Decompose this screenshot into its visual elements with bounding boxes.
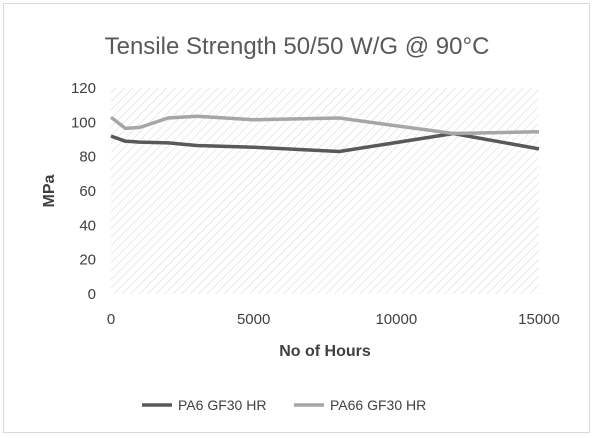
x-tick-label: 0	[107, 311, 115, 328]
y-tick-label: 120	[71, 80, 96, 97]
y-tick-label: 60	[79, 183, 96, 200]
y-axis-label: MPa	[41, 174, 58, 207]
y-tick-label: 20	[79, 252, 96, 269]
y-tick-label: 40	[79, 217, 96, 234]
x-tick-label: 5000	[237, 311, 270, 328]
y-tick-label: 0	[88, 286, 96, 303]
y-tick-label: 100	[71, 114, 96, 131]
legend: PA6 GF30 HR PA66 GF30 HR	[142, 397, 426, 413]
series-line-1	[110, 131, 540, 154]
x-tick-label: 15000	[518, 311, 560, 328]
y-tick-labels: 0 20 40 60 80 100 120	[71, 80, 96, 303]
series-lines	[109, 114, 540, 154]
legend-label: PA6 GF30 HR	[178, 397, 266, 413]
x-tick-labels: 0 5000 10000 15000	[107, 311, 560, 328]
plot-area	[111, 88, 539, 294]
chart-title: Tensile Strength 50/50 W/G @ 90°C	[105, 33, 490, 60]
series-line-2	[109, 114, 540, 136]
legend-label: PA66 GF30 HR	[330, 397, 426, 413]
y-tick-label: 80	[79, 149, 96, 166]
x-axis-label: No of Hours	[279, 343, 371, 360]
x-tick-label: 10000	[375, 311, 417, 328]
